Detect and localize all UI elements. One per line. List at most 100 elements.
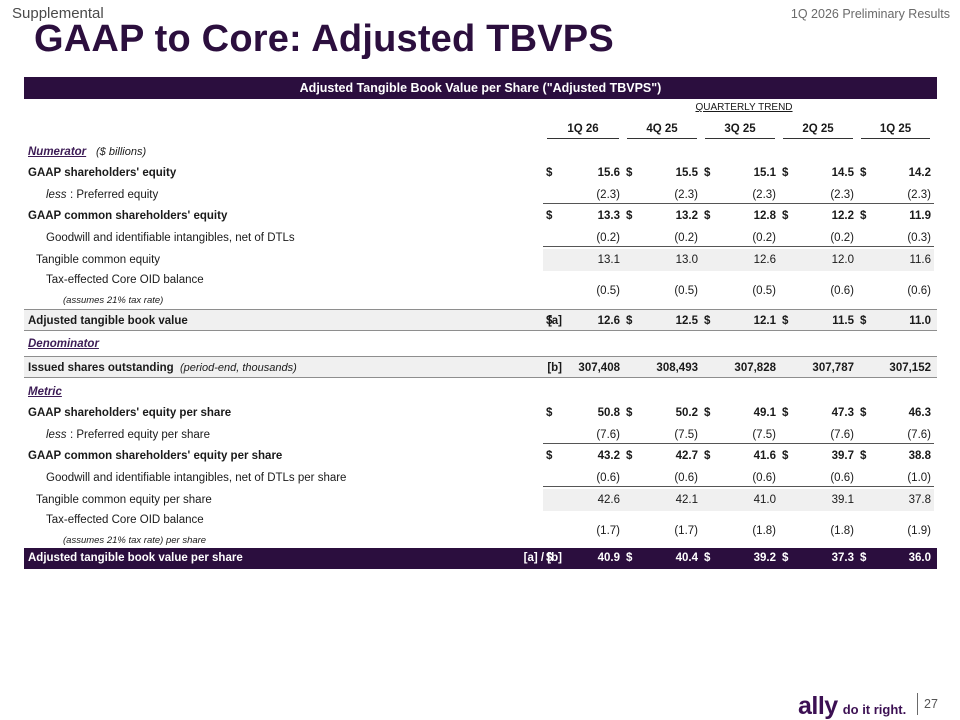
table-value: 12.5 xyxy=(675,315,698,327)
value-cell: (0.6) xyxy=(543,467,623,487)
value-cell: $47.3 xyxy=(779,402,857,424)
value-cell: $12.1 xyxy=(701,310,779,330)
table-value: 36.0 xyxy=(908,552,931,564)
currency-symbol: $ xyxy=(626,210,633,222)
value-cell: (0.5) xyxy=(623,270,701,310)
table-value: 40.9 xyxy=(597,552,620,564)
table-value: 14.2 xyxy=(908,167,931,179)
table-value: (0.2) xyxy=(674,232,698,244)
value-cell: 307,152 xyxy=(857,357,934,377)
currency-symbol: $ xyxy=(860,552,867,564)
row-reference: [a] xyxy=(547,315,562,327)
value-cell: (0.2) xyxy=(543,227,623,247)
currency-symbol: $ xyxy=(704,167,711,179)
table-value: (2.3) xyxy=(907,189,931,201)
value-cell: $40.9 xyxy=(543,548,623,569)
numerator-header-row: Numerator ($ billions) xyxy=(24,142,937,162)
value-cell: (2.3) xyxy=(779,184,857,204)
value-cell: $12.6 xyxy=(543,310,623,330)
table-value: 43.2 xyxy=(597,450,620,462)
row-label: GAAP common shareholders' equity xyxy=(28,210,228,222)
value-cell: 37.8 xyxy=(857,489,934,511)
ally-logo: ally do it right. xyxy=(798,692,906,720)
row-label: Tax-effected Core OID balance xyxy=(46,514,204,526)
value-cell: (7.5) xyxy=(623,424,701,444)
value-cell: (0.2) xyxy=(779,227,857,247)
table-value: 15.1 xyxy=(753,167,776,179)
table-value: 12.8 xyxy=(753,210,776,222)
table-value: 11.9 xyxy=(909,210,931,222)
table-value: 11.6 xyxy=(909,254,931,266)
row-tangible-common-equity: Tangible common equity 13.1 13.0 12.6 12.0 11… xyxy=(24,249,937,271)
value-cell: (0.2) xyxy=(623,227,701,247)
table-value: 11.0 xyxy=(909,315,931,327)
value-cell: $11.5 xyxy=(779,310,857,330)
row-core-oid-balance: Tax-effected Core OID balance (assumes 21… xyxy=(24,270,937,312)
table-value: (0.6) xyxy=(830,472,854,484)
table-value: (1.0) xyxy=(907,472,931,484)
row-reference: [a] / [b] xyxy=(523,552,562,564)
table-value: (0.5) xyxy=(596,285,620,297)
value-cell: $11.0 xyxy=(857,310,934,330)
value-cell: $15.1 xyxy=(701,163,779,184)
value-cell: 11.6 xyxy=(857,249,934,271)
value-cell: (7.6) xyxy=(857,424,934,444)
value-cell: (0.6) xyxy=(779,467,857,487)
value-cell: 12.6 xyxy=(701,249,779,271)
column-header: 1Q 26 xyxy=(547,118,619,139)
table-value: 14.5 xyxy=(831,167,854,179)
metric-label: Metric xyxy=(28,386,62,398)
row-label: : Preferred equity per share xyxy=(70,429,210,441)
value-cell: 307,787 xyxy=(779,357,857,377)
logo-name: ally xyxy=(798,692,838,720)
table-value: 47.3 xyxy=(831,407,854,419)
value-cell: $50.8 xyxy=(543,402,623,424)
currency-symbol: $ xyxy=(860,407,867,419)
row-preferred-equity: less: Preferred equity (2.3) (2.3) (2.3) (2.… xyxy=(24,184,937,206)
value-cell: $12.2 xyxy=(779,206,857,227)
table-value: 42.7 xyxy=(675,450,698,462)
currency-symbol: $ xyxy=(626,407,633,419)
row-label: : Preferred equity xyxy=(70,189,159,201)
row-tangible-common-equity-per-share: Tangible common equity per share 42.6 42.1… xyxy=(24,489,937,511)
row-issued-shares-outstanding: Issued shares outstanding (period-end, th… xyxy=(24,356,937,378)
value-cell: (7.5) xyxy=(701,424,779,444)
table-value: (0.5) xyxy=(752,285,776,297)
table-value: 13.3 xyxy=(597,210,620,222)
value-cell: $12.5 xyxy=(623,310,701,330)
table-value: (2.3) xyxy=(674,189,698,201)
value-cell: $15.5 xyxy=(623,163,701,184)
currency-symbol: $ xyxy=(626,167,633,179)
table-value: (0.6) xyxy=(830,285,854,297)
table-value: 15.5 xyxy=(675,167,698,179)
currency-symbol: $ xyxy=(546,450,553,462)
row-reference: [b] xyxy=(547,362,562,374)
value-cell: (7.6) xyxy=(543,424,623,444)
row-gaap-common-equity-per-share: GAAP common shareholders' equity per sha… xyxy=(24,446,937,467)
value-cell: (2.3) xyxy=(623,184,701,204)
table-value: 39.1 xyxy=(831,494,854,506)
value-cell: $11.9 xyxy=(857,206,934,227)
row-label: Tangible common equity xyxy=(36,254,161,266)
table-value: 307,787 xyxy=(812,362,854,374)
value-cell: (0.5) xyxy=(701,270,779,310)
value-cell: $38.8 xyxy=(857,446,934,467)
value-cell: (0.5) xyxy=(543,270,623,310)
table-value: 13.2 xyxy=(675,210,698,222)
table-value: 41.6 xyxy=(753,450,776,462)
currency-symbol: $ xyxy=(704,407,711,419)
value-cell: $50.2 xyxy=(623,402,701,424)
value-cell: 39.1 xyxy=(779,489,857,511)
row-note: (assumes 21% tax rate) xyxy=(63,295,164,306)
table-value: (0.6) xyxy=(674,472,698,484)
value-cell: 41.0 xyxy=(701,489,779,511)
table-value: 40.4 xyxy=(675,552,698,564)
table-value: (1.7) xyxy=(674,525,698,537)
currency-symbol: $ xyxy=(704,315,711,327)
row-prefix: less xyxy=(46,429,67,441)
row-suffix: (period-end, thousands) xyxy=(180,362,297,374)
row-label: Goodwill and identifiable intangibles, n… xyxy=(46,472,347,484)
table-value: (7.5) xyxy=(752,429,776,441)
value-cell: (1.9) xyxy=(857,510,934,550)
value-cell: 13.1 xyxy=(543,249,623,271)
